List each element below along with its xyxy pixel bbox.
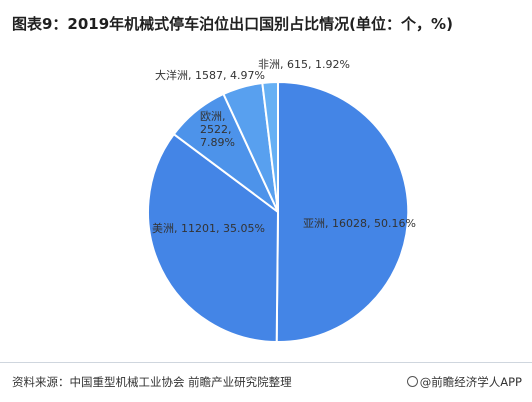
- footer-divider: [0, 362, 532, 363]
- pie-label-1: 美洲, 11201, 35.05%: [152, 222, 265, 235]
- pie-slice-1: [147, 132, 280, 344]
- pie-labels: 亚洲, 16028, 50.16% 美洲, 11201, 35.05% 欧洲, 252…: [152, 58, 416, 235]
- brand-credit: @前瞻经济学人APP: [406, 374, 522, 390]
- pie-chart: 亚洲, 16028, 50.16% 美洲, 11201, 35.05% 欧洲, 252…: [147, 58, 416, 344]
- footer: 资料来源：中国重型机械工业协会 前瞻产业研究院整理 @前瞻经济学人APP: [0, 362, 532, 402]
- pie-label-0: 亚洲, 16028, 50.16%: [303, 217, 416, 230]
- brand-text: @前瞻经济学人APP: [419, 375, 522, 389]
- pie-label-3: 大洋洲, 1587, 4.97%: [155, 68, 265, 82]
- pie-label-4: 非洲, 615, 1.92%: [258, 58, 350, 71]
- pie-slice-4: [261, 80, 279, 213]
- brand-logo-icon: [406, 376, 418, 387]
- chart-title: 图表9：2019年机械式停车泊位出口国别占比情况(单位：个，%): [12, 15, 453, 33]
- pie-label-2: 欧洲, 2522, 7.89%: [200, 110, 235, 149]
- pie-slice-0: [275, 80, 410, 343]
- pie-slices: [147, 80, 410, 344]
- source-note: 资料来源：中国重型机械工业协会 前瞻产业研究院整理: [12, 375, 292, 389]
